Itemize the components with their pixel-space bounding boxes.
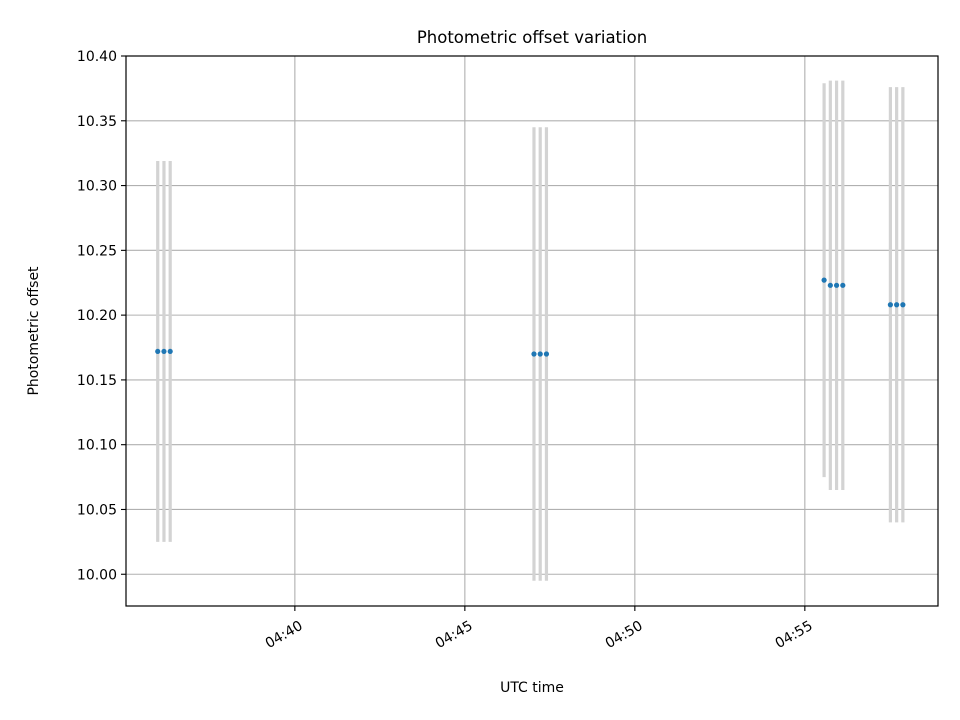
y-tick-label: 10.00	[77, 567, 117, 583]
y-tick-label: 10.15	[77, 373, 117, 389]
plot-area: 04:40 04:45 04:50 04:55 10.0010.0510.1010.1…	[77, 49, 939, 652]
data-point	[887, 302, 894, 308]
data-point	[894, 302, 900, 308]
data-point	[161, 348, 167, 355]
data-point	[833, 282, 840, 288]
data-point	[543, 351, 550, 357]
data-points	[155, 277, 906, 357]
axes-frame	[125, 55, 939, 607]
y-axis-ticks: 10.00 10.05 10.10 10.15 10.20 10.25 10.30 10.35…	[77, 49, 126, 583]
data-point	[167, 348, 173, 355]
data-point	[827, 282, 833, 288]
data-point	[531, 351, 537, 357]
y-tick-label: 10.20	[77, 308, 117, 324]
chart-title: Photometric offset variation	[417, 28, 647, 47]
y-tick-label: 10.25	[77, 243, 117, 259]
y-tick-label: 10.35	[77, 114, 117, 130]
grid-lines	[126, 55, 938, 606]
axes-background	[126, 56, 938, 606]
data-point	[840, 282, 846, 288]
y-tick-label: 10.05	[77, 502, 117, 518]
y-tick-label: 10.40	[77, 49, 117, 65]
x-axis-label: UTC time	[500, 680, 564, 696]
data-point	[155, 348, 161, 355]
data-point	[821, 277, 827, 283]
y-axis-label: Photometric offset	[26, 266, 42, 396]
data-point	[900, 302, 906, 308]
y-tick-label: 10.30	[77, 179, 117, 195]
data-point	[537, 351, 543, 357]
y-tick-label: 10.10	[77, 438, 117, 454]
